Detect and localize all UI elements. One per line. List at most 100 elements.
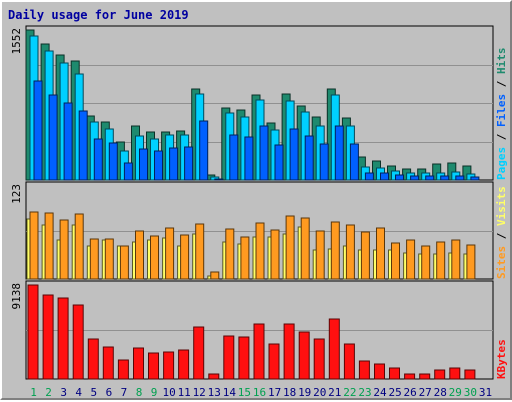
- x-tick-label: 3: [60, 386, 67, 399]
- bar-kbytes-day-17: [268, 343, 280, 380]
- legend-item-visits: Visits: [495, 186, 508, 226]
- bar-pages-day-18: [289, 128, 299, 181]
- bar-sites-day-27: [421, 245, 431, 280]
- x-tick-label: 6: [106, 386, 113, 399]
- legend-separator: /: [495, 127, 508, 147]
- bar-pages-day-25: [395, 174, 404, 181]
- bar-sites-day-22: [345, 224, 355, 280]
- x-tick-label: 17: [268, 386, 281, 399]
- bar-sites-day-5: [89, 238, 99, 280]
- x-tick-label: 8: [136, 386, 143, 399]
- bar-pages-day-3: [63, 102, 73, 181]
- bar-kbytes-day-6: [102, 346, 114, 380]
- bar-sites-day-7: [119, 245, 129, 280]
- bar-sites-day-2: [44, 212, 54, 280]
- bar-sites-day-15: [240, 236, 250, 280]
- bar-kbytes-day-24: [374, 363, 385, 380]
- bar-sites-day-28: [436, 241, 446, 280]
- bar-kbytes-day-7: [117, 359, 129, 380]
- x-tick-label: 16: [253, 386, 266, 399]
- x-tick-label: 27: [419, 386, 432, 399]
- x-tick-label: 12: [193, 386, 206, 399]
- bar-pages-day-21: [334, 125, 344, 181]
- bar-pages-day-28: [440, 175, 450, 181]
- bar-sites-day-23: [360, 231, 370, 280]
- bar-sites-day-29: [451, 239, 461, 280]
- x-tick-label: 11: [178, 386, 191, 399]
- x-tick-label: 7: [121, 386, 128, 399]
- bar-sites-day-1: [29, 211, 39, 280]
- bar-pages-day-13: [214, 178, 224, 181]
- y-tick-label: 9138: [10, 283, 23, 310]
- bar-kbytes-day-25: [389, 367, 400, 380]
- bar-sites-day-25: [391, 242, 400, 280]
- legend-item-files: Files: [495, 94, 508, 127]
- bar-pages-day-5: [93, 138, 103, 181]
- bar-pages-day-4: [78, 110, 88, 181]
- bar-pages-day-24: [380, 172, 389, 181]
- legend-panel-3: KBytes: [495, 339, 508, 379]
- bar-pages-day-15: [244, 136, 254, 181]
- bar-kbytes-day-18: [283, 323, 295, 380]
- bar-kbytes-day-9: [148, 352, 159, 380]
- x-tick-label: 30: [464, 386, 477, 399]
- bar-kbytes-day-19: [298, 331, 310, 380]
- legend-panel-1: Pages / Files / Hits: [495, 48, 508, 181]
- bar-sites-day-8: [135, 230, 144, 280]
- x-tick-label: 20: [313, 386, 326, 399]
- x-tick-label: 4: [75, 386, 82, 399]
- bar-pages-day-14: [229, 134, 239, 181]
- x-tick-label: 15: [238, 386, 251, 399]
- bar-pages-day-1: [33, 80, 43, 181]
- bar-kbytes-day-2: [42, 294, 54, 380]
- bar-kbytes-day-13: [208, 373, 220, 380]
- bar-sites-day-16: [255, 222, 265, 280]
- bar-pages-day-10: [169, 147, 179, 181]
- bar-sites-day-9: [150, 235, 159, 280]
- bar-kbytes-day-10: [163, 351, 175, 380]
- bar-sites-day-20: [315, 230, 325, 280]
- bar-pages-day-12: [199, 120, 209, 181]
- bar-sites-day-21: [330, 221, 340, 280]
- bar-kbytes-day-29: [449, 367, 461, 380]
- bar-kbytes-day-4: [72, 304, 84, 380]
- x-tick-label: 19: [298, 386, 311, 399]
- x-tick-label: 18: [283, 386, 296, 399]
- bar-sites-day-19: [300, 217, 310, 280]
- bar-kbytes-day-11: [178, 349, 190, 380]
- bar-kbytes-day-27: [419, 373, 431, 380]
- x-tick-label: 9: [151, 386, 158, 399]
- bar-kbytes-day-5: [87, 338, 99, 380]
- bar-sites-day-13: [210, 271, 220, 280]
- x-tick-label: 5: [90, 386, 97, 399]
- x-tick-label: 23: [358, 386, 371, 399]
- chart-title: Daily usage for June 2019: [8, 8, 189, 22]
- bar-sites-day-24: [376, 227, 385, 280]
- bar-sites-day-10: [165, 227, 175, 280]
- bar-pages-day-9: [154, 150, 163, 181]
- bar-kbytes-day-26: [404, 373, 416, 380]
- legend-separator: /: [495, 226, 508, 246]
- bar-kbytes-day-16: [253, 323, 265, 380]
- legend-item-sites: Sites: [495, 246, 508, 279]
- legend-separator: /: [495, 74, 508, 94]
- bar-sites-day-6: [104, 238, 114, 280]
- bar-kbytes-day-21: [328, 318, 340, 380]
- bar-pages-day-19: [304, 135, 314, 181]
- x-tick-label: 14: [223, 386, 237, 399]
- bar-kbytes-day-28: [434, 369, 446, 380]
- bar-pages-day-6: [108, 142, 118, 181]
- legend-item-hits: Hits: [495, 48, 508, 75]
- bar-kbytes-day-20: [313, 338, 325, 380]
- bar-pages-day-17: [274, 144, 284, 181]
- x-tick-label: 21: [328, 386, 341, 399]
- legend-panel-2: Sites / Visits: [495, 186, 508, 279]
- bar-sites-day-3: [59, 219, 69, 280]
- x-tick-label: 31: [479, 386, 492, 399]
- bar-pages-day-7: [123, 162, 133, 181]
- x-tick-label: 26: [403, 386, 416, 399]
- legend-item-kbytes: KBytes: [495, 339, 508, 379]
- bar-kbytes-day-8: [133, 347, 144, 380]
- bar-pages-day-20: [319, 143, 329, 181]
